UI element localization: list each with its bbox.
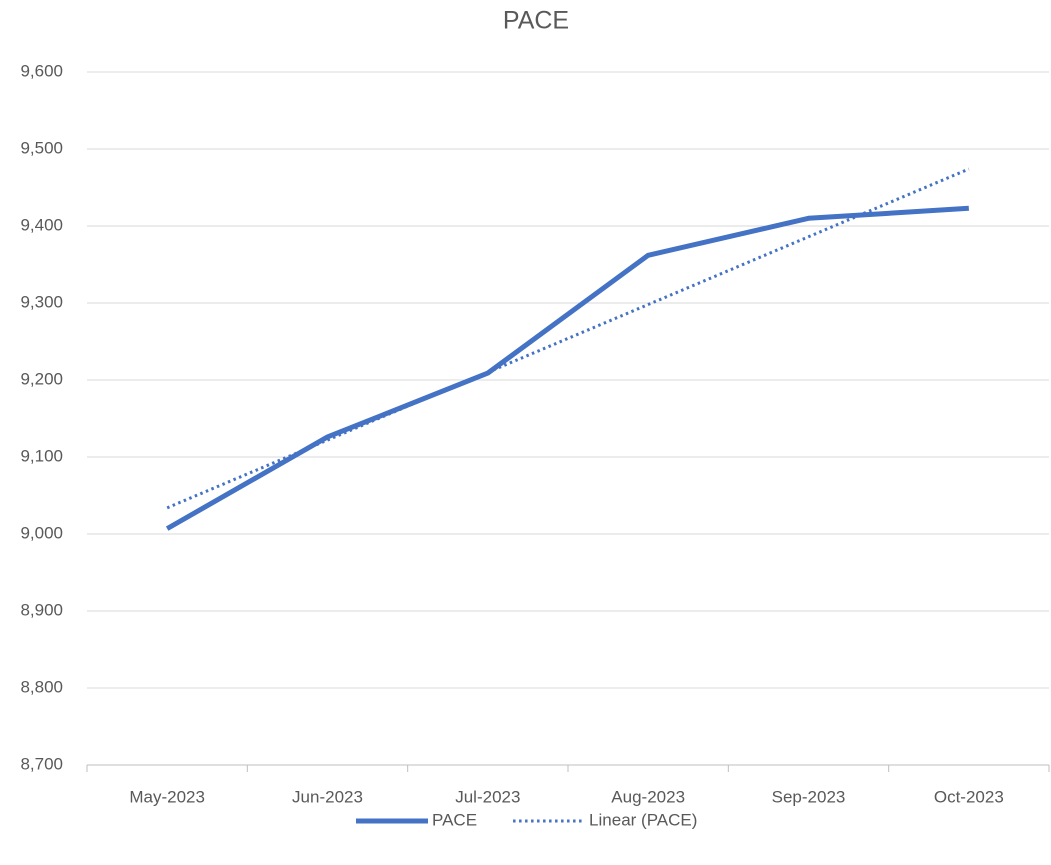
x-tick-label: Jul-2023 <box>455 787 520 806</box>
y-tick-label: 8,900 <box>20 600 63 619</box>
legend-label: PACE <box>432 810 477 829</box>
chart-title: PACE <box>503 7 569 35</box>
y-tick-label: 9,400 <box>20 215 63 234</box>
legend-label: Linear (PACE) <box>589 810 697 829</box>
y-tick-label: 9,600 <box>20 61 63 80</box>
y-tick-label: 9,000 <box>20 523 63 542</box>
x-tick-label: Oct-2023 <box>934 787 1004 806</box>
x-tick-label: Sep-2023 <box>772 787 846 806</box>
y-tick-label: 8,700 <box>20 754 63 773</box>
series-line <box>165 205 969 531</box>
x-tick-label: Jun-2023 <box>292 787 363 806</box>
x-tick-label: May-2023 <box>129 787 205 806</box>
x-tick-label: Aug-2023 <box>611 787 685 806</box>
y-tick-label: 8,800 <box>20 677 63 696</box>
y-tick-label: 9,200 <box>20 369 63 388</box>
y-tick-label: 9,100 <box>20 446 63 465</box>
y-tick-label: 9,500 <box>20 138 63 157</box>
y-tick-label: 9,300 <box>20 292 63 311</box>
